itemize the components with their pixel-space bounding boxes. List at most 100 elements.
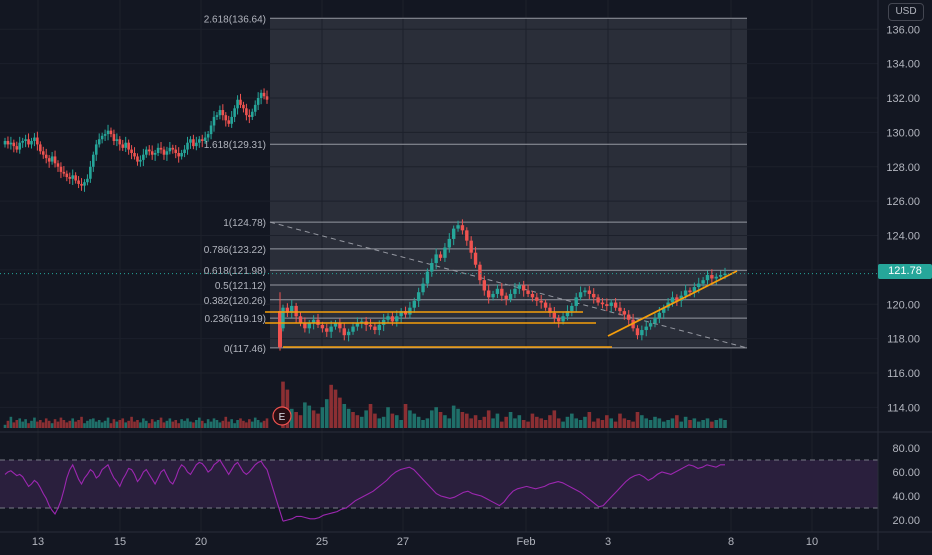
candle-body [456,225,460,229]
volume-bar [44,418,48,428]
rsi-panel[interactable] [0,459,878,522]
volume-bar [421,420,425,428]
candle-body [482,280,487,291]
volume-bar [183,420,186,428]
rsi-line [282,464,725,522]
candle-body [618,307,622,312]
volume-bar [227,421,231,428]
candle-body [430,263,434,272]
candle-body [460,225,465,231]
volume-bar [62,420,66,428]
candle-body [714,276,718,279]
volume-bar [613,421,618,428]
volume-bar [710,421,714,428]
candles-session-1[interactable] [3,88,269,192]
volume-bar [86,420,89,428]
candle-body [583,290,587,293]
volume-bar [121,418,125,428]
volume-bar [106,417,110,428]
volume-bar [71,418,75,428]
volume-bar [622,418,627,428]
candle-body [3,140,7,145]
fib-level-label: 1.618(129.31) [204,140,266,151]
volume-bar [473,415,478,428]
volume-bar [150,419,154,428]
candle-body [504,295,508,300]
volume-bar [97,420,101,428]
volume-bar [565,416,570,428]
volume-bar [218,422,222,428]
candle-body [605,304,609,306]
candle-body [613,302,618,308]
volume-bar [495,413,500,428]
fib-level-label: 2.618(136.64) [204,14,266,25]
candle-body [342,328,346,336]
candle-body [495,288,500,294]
candle-body [171,147,175,150]
candle-body [329,326,333,332]
drawn-lines[interactable] [265,270,738,348]
candle-body [701,280,705,284]
fib-level-label: 0.5(121.12) [215,281,266,292]
candle-body [718,275,723,277]
price-axis[interactable]: 136.00 134.00 132.00 130.00 128.00 126.00 124.… [877,0,920,550]
price-axis-tick-label: 128.00 [886,162,920,174]
volume-bar [262,420,266,428]
volume-bar [77,420,80,428]
candle-body [159,147,163,150]
currency-button[interactable]: USD [888,3,924,21]
candle-body [209,125,213,135]
fibonacci-band [270,18,747,348]
volume-bars [3,381,727,428]
candle-body [30,140,33,145]
uptrend-line [607,270,738,337]
candle-body [36,137,39,145]
volume-bar [705,418,710,428]
volume-bar [478,420,482,428]
volume-bar [195,420,198,428]
earnings-marker-circle [272,406,292,426]
candle-body [578,292,583,298]
candle-body [438,254,443,258]
candle-body [705,275,710,281]
candle-body [443,247,447,258]
candle-body [333,323,338,327]
price-axis-tick-label: 116.00 [887,368,920,380]
candle-body [115,139,119,141]
candle-body [653,318,657,324]
candle-body [177,153,180,157]
time-axis[interactable]: 13 15 20 25 27 Feb 3 8 10 [0,531,932,548]
volume-bar [21,421,24,428]
price-axis-tick-label: 124.00 [886,231,920,243]
earnings-marker[interactable]: E [272,406,292,426]
volume-bar [556,418,561,428]
volume-bar [189,421,192,428]
volume-bar [6,420,10,428]
candle-body [399,311,403,317]
volume-bar [469,418,473,428]
volume-bar [543,420,548,428]
candle-body [230,116,233,124]
volume-bar [197,417,201,428]
volume-bar [368,404,373,428]
candle-body [47,158,51,162]
volume-bar [311,410,316,428]
volume-bar [33,417,36,428]
volume-bar [12,422,16,428]
candle-body [648,323,653,327]
candle-body [133,153,136,157]
candle-body [59,166,63,172]
candle-body [635,328,640,336]
volume-bar [508,412,513,428]
candle-body [9,142,13,145]
volume-bar [24,419,27,428]
candle-body [71,175,75,179]
candle-body [622,311,627,315]
rsi-axis-tick-label: 80.00 [892,443,920,455]
candle-body [21,140,24,143]
fibonacci-levels[interactable]: 2.618(136.64) 1.618(129.31) 1(124.78) 0.786… [204,14,747,355]
volume-bar [460,412,465,428]
candle-body [377,324,381,331]
